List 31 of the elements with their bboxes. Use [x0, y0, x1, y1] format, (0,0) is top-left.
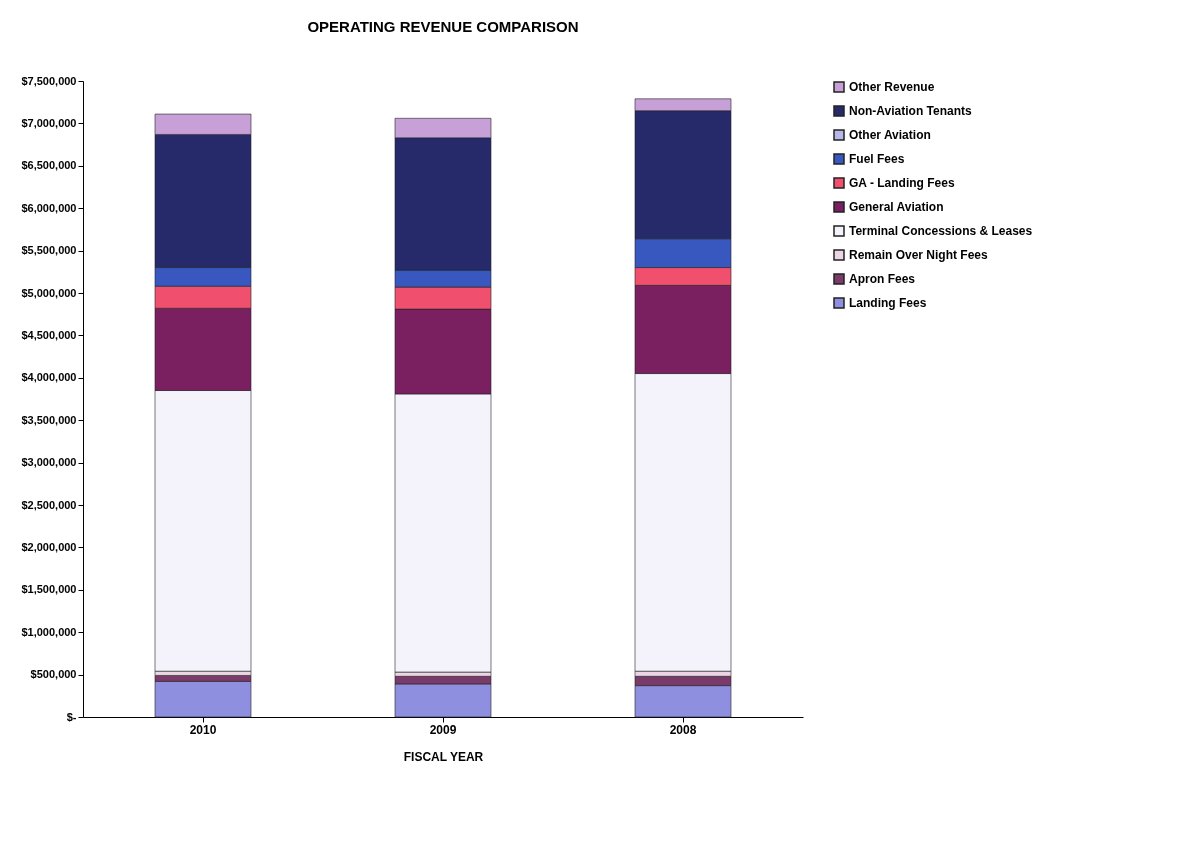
- y-tick-label: $2,000,000: [21, 540, 77, 553]
- y-tick-label: $6,500,000: [21, 159, 77, 172]
- y-tick-label: $5,500,000: [21, 244, 77, 257]
- legend-label: GA - Landing Fees: [849, 176, 955, 190]
- y-tick-label: $6,000,000: [21, 201, 77, 214]
- y-tick-label: $500,000: [30, 668, 77, 681]
- y-tick-label: $-: [66, 710, 77, 723]
- y-tick-label: $3,000,000: [21, 456, 77, 469]
- y-tick-label: $2,500,000: [21, 498, 77, 511]
- y-tick-label: $4,000,000: [21, 371, 77, 384]
- y-tick-label: $7,500,000: [21, 74, 77, 87]
- y-tick-label: $5,000,000: [21, 286, 77, 299]
- x-tick-label: 2009: [429, 722, 457, 737]
- y-tick-label: $7,000,000: [21, 116, 77, 129]
- legend-label: Fuel Fees: [849, 152, 905, 166]
- legend-label: Other Aviation: [849, 128, 931, 142]
- y-tick-label: $4,500,000: [21, 328, 77, 341]
- legend-label: Remain Over Night Fees: [849, 248, 989, 262]
- y-tick-label: $1,500,000: [21, 583, 77, 596]
- y-tick-label: $3,500,000: [21, 413, 77, 426]
- legend-label: General Aviation: [849, 200, 944, 214]
- legend-label: Terminal Concessions & Leases: [849, 224, 1033, 238]
- legend-label: Apron Fees: [849, 272, 916, 286]
- legend-label: Non-Aviation Tenants: [849, 104, 972, 118]
- chart-title: OPERATING REVENUE COMPARISON: [307, 18, 579, 35]
- y-tick-label: $1,000,000: [21, 625, 77, 638]
- x-tick-label: 2008: [669, 722, 697, 737]
- legend-label: Other Revenue: [849, 80, 935, 94]
- x-tick-label: 2010: [189, 722, 217, 737]
- legend-label: Landing Fees: [849, 296, 927, 310]
- x-axis-title: FISCAL YEAR: [403, 749, 484, 764]
